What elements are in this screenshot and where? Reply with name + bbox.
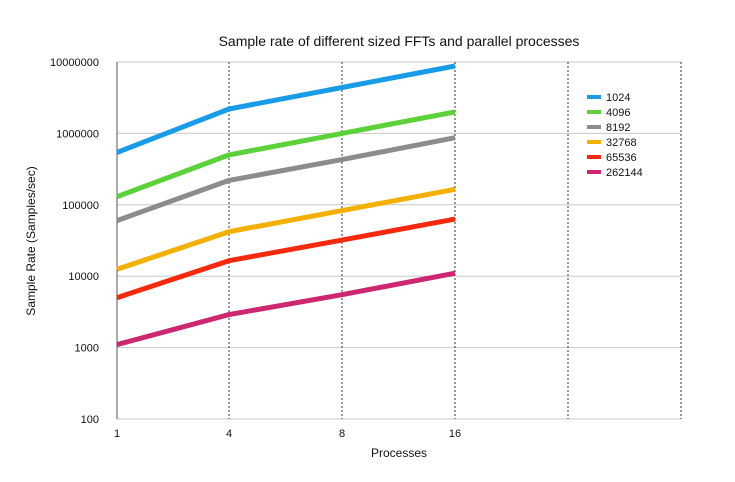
- grid: [116, 61, 682, 420]
- y-tick-label: 100000: [62, 200, 99, 212]
- x-axis-label: Processes: [371, 446, 427, 460]
- series-lines: [116, 63, 456, 348]
- y-tick-label: 1000000: [56, 128, 99, 140]
- series-line-32768: [116, 186, 456, 272]
- y-axis-ticks: 10000000 1000000 100000 10000 1000 100: [50, 57, 99, 426]
- legend-label: 4096: [606, 107, 630, 119]
- legend-label: 8192: [606, 122, 630, 134]
- series-line-262144: [116, 270, 456, 348]
- chart-title: Sample rate of different sized FFTs and …: [219, 33, 580, 49]
- x-tick-label: 8: [339, 428, 345, 440]
- series-line-8192: [116, 135, 456, 223]
- x-axis-ticks: 1 4 8 16: [114, 428, 461, 440]
- series-line-4096: [116, 109, 456, 200]
- legend-label: 262144: [606, 167, 643, 179]
- y-tick-label: 1000: [75, 343, 99, 355]
- series-line-1024: [116, 63, 456, 155]
- legend-label: 32768: [606, 137, 637, 149]
- y-tick-label: 10000000: [50, 57, 99, 69]
- x-tick-label: 1: [114, 428, 120, 440]
- y-tick-label: 100: [81, 414, 99, 426]
- y-tick-label: 10000: [68, 271, 99, 283]
- x-tick-label: 4: [226, 428, 232, 440]
- y-axis-label: Sample Rate (Samples/sec): [24, 166, 38, 315]
- series-line-65536: [116, 216, 456, 301]
- legend-label: 1024: [606, 92, 630, 104]
- x-tick-label: 16: [449, 428, 461, 440]
- legend-label: 65536: [606, 152, 637, 164]
- legend: 1024 4096 8192 32768 65536 262144: [587, 92, 643, 179]
